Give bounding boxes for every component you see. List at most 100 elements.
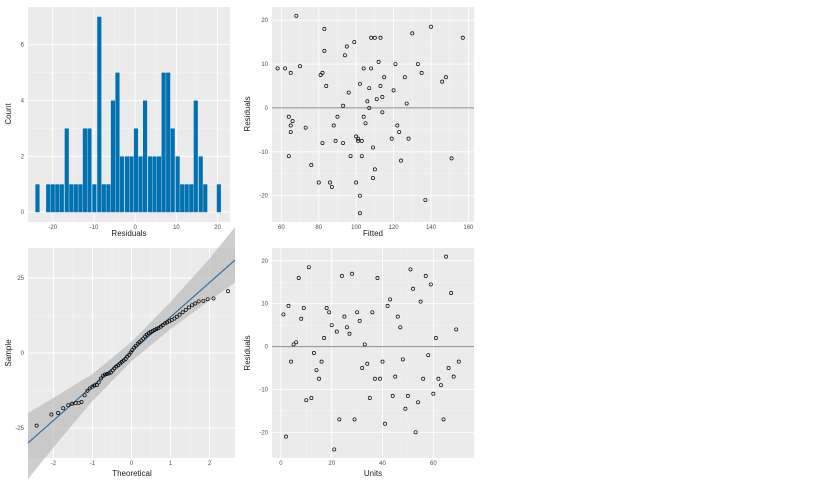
data-point <box>294 13 299 18</box>
data-point <box>362 342 367 347</box>
x-tick-label: 0 <box>134 225 138 231</box>
data-point <box>334 329 339 334</box>
data-point <box>196 299 201 304</box>
histogram-bar <box>124 156 130 213</box>
histogram-bar <box>138 156 143 213</box>
data-point <box>56 411 61 415</box>
data-point <box>431 391 436 396</box>
data-point <box>347 331 352 336</box>
data-point <box>96 380 101 385</box>
qq-plot-tick-labels: -2 -1 0 1 2 -25 0 25 <box>15 276 212 467</box>
data-point <box>345 325 349 330</box>
histogram-bar <box>50 184 55 213</box>
data-point <box>193 301 198 306</box>
data-point <box>186 305 191 310</box>
data-point <box>397 130 402 135</box>
data-point <box>104 372 109 376</box>
residuals-vs-fitted-y-axis-label: Residuals <box>243 96 252 131</box>
data-point <box>288 70 293 75</box>
residuals-vs-units-panel: 0 20 40 60 -20 -10 0 10 20 Units Residuals <box>243 248 474 478</box>
data-point <box>410 31 415 36</box>
data-point <box>320 141 325 145</box>
qq-plot-x-axis-label: Theoretical <box>112 469 152 478</box>
y-tick-label: 0 <box>265 106 269 112</box>
data-point <box>413 430 418 435</box>
data-point <box>34 423 39 428</box>
histogram-bar <box>180 184 185 213</box>
data-point <box>342 53 347 58</box>
histogram-bar <box>161 72 166 213</box>
histogram-bar <box>216 184 221 213</box>
data-point <box>133 343 138 348</box>
x-tick-label: 2 <box>208 461 212 467</box>
histogram-bar <box>106 184 111 213</box>
data-point <box>355 310 360 315</box>
x-tick-label: -20 <box>48 225 57 231</box>
data-point <box>356 136 360 141</box>
data-point <box>393 374 398 379</box>
data-point <box>367 105 372 110</box>
data-point <box>154 327 159 331</box>
data-point <box>101 373 105 378</box>
y-tick-label: -20 <box>259 194 268 200</box>
data-point <box>314 368 319 373</box>
x-tick-label: -10 <box>90 225 99 231</box>
data-point <box>70 401 75 406</box>
data-point <box>363 121 368 126</box>
x-tick-label: 60 <box>430 461 437 467</box>
histogram-bar <box>157 156 162 213</box>
x-tick-label: 160 <box>463 225 474 231</box>
histogram-bar <box>147 156 153 213</box>
histogram-panel: -20 -10 0 10 20 0 2 4 6 Residuals Count <box>4 7 230 238</box>
data-point <box>433 336 438 340</box>
data-point <box>356 138 360 143</box>
histogram-bar <box>170 128 175 213</box>
y-tick-label: -10 <box>259 387 268 393</box>
y-tick-label: 10 <box>261 62 268 68</box>
data-point <box>106 371 111 376</box>
histogram-bar <box>129 156 134 213</box>
data-point <box>367 86 372 91</box>
residuals-vs-fitted-x-axis-label: Fitted <box>363 229 383 238</box>
data-point <box>318 73 323 77</box>
data-point <box>337 417 342 422</box>
data-point <box>444 254 449 259</box>
data-point <box>416 400 421 405</box>
data-point <box>443 75 448 80</box>
data-point <box>311 351 316 355</box>
histogram-bar <box>101 184 106 213</box>
data-point <box>92 383 97 388</box>
data-point <box>357 81 362 86</box>
data-point <box>361 66 366 71</box>
x-tick-label: 20 <box>328 461 335 467</box>
x-tick-label: 1 <box>169 461 173 467</box>
data-point <box>395 123 400 128</box>
histogram-bar <box>184 184 189 213</box>
data-point <box>322 48 327 53</box>
data-point <box>361 114 366 119</box>
histogram-bar <box>59 184 64 213</box>
y-tick-label: 20 <box>261 18 268 24</box>
histogram-bar <box>110 100 116 213</box>
residuals-vs-fitted-points <box>272 13 474 216</box>
data-point <box>428 282 433 287</box>
data-point <box>426 353 431 358</box>
data-point <box>284 434 288 439</box>
data-point <box>296 276 301 280</box>
x-tick-label: 100 <box>351 225 362 231</box>
data-point <box>405 393 410 398</box>
data-point <box>303 125 308 130</box>
data-point <box>344 44 349 49</box>
data-point <box>61 406 66 411</box>
data-point <box>439 383 443 388</box>
data-point <box>436 376 441 381</box>
data-point <box>400 357 405 362</box>
histogram-bar <box>193 100 198 213</box>
data-point <box>328 180 332 185</box>
data-point <box>451 374 456 379</box>
data-point <box>275 66 280 71</box>
data-point <box>341 103 346 108</box>
x-tick-label: 10 <box>173 225 180 231</box>
data-point <box>316 180 321 185</box>
data-point <box>306 265 311 270</box>
